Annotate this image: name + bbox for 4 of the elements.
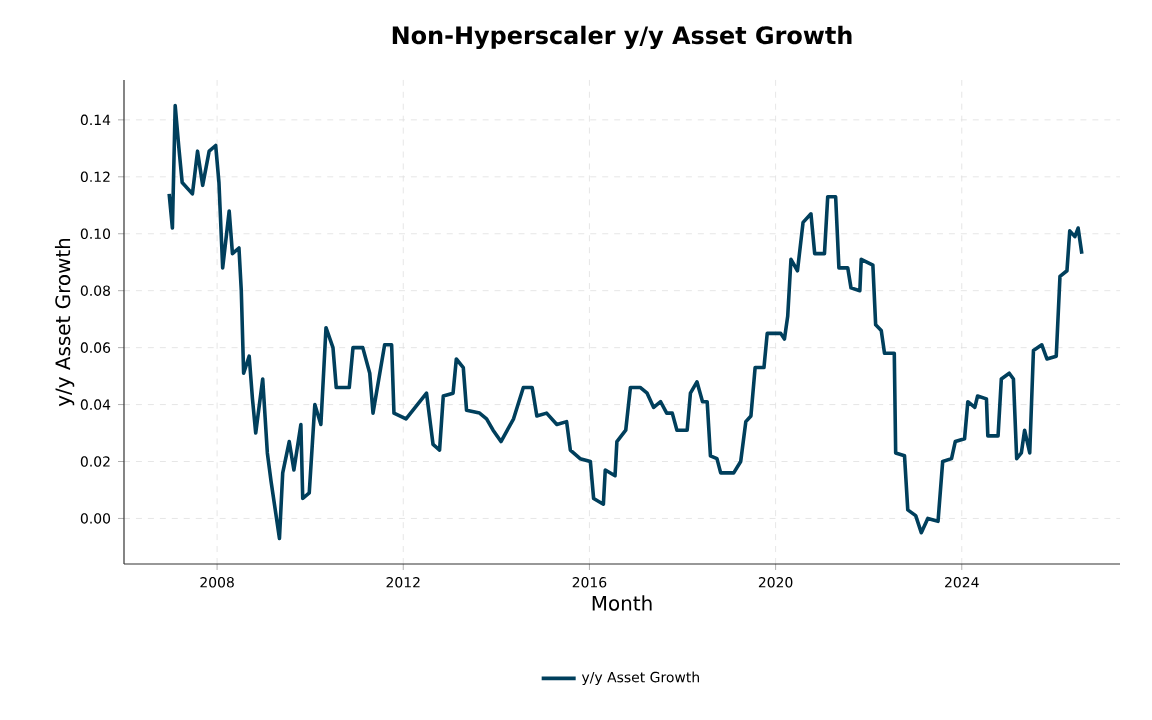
y-axis-title: y/y Asset Growth xyxy=(54,238,75,407)
x-axis-title: Month xyxy=(592,595,652,611)
line-series xyxy=(167,103,1084,541)
chart-title: Non-Hyperscaler y/y Asset Growth xyxy=(392,25,852,50)
